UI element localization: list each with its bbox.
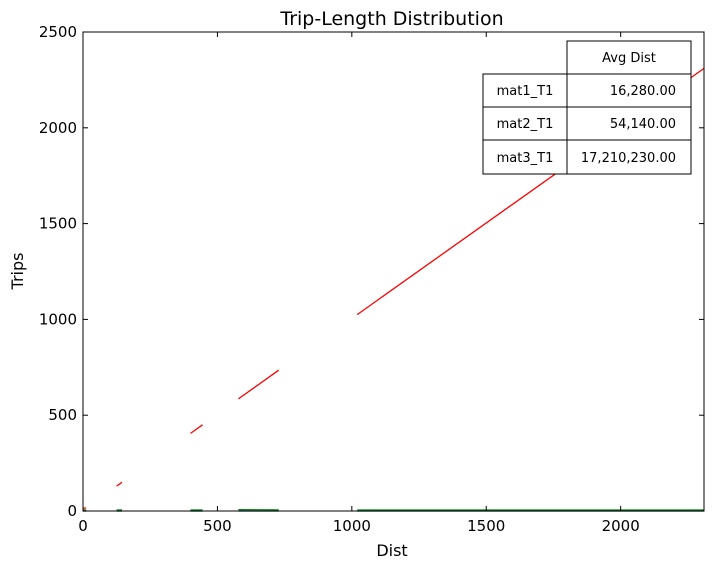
y-tick-label: 500 (48, 406, 77, 424)
x-tick-label: 1000 (333, 517, 371, 535)
x-tick-label: 0 (78, 517, 88, 535)
table-row-value: 16,280.00 (610, 84, 676, 99)
y-axis-label: Trips (8, 253, 27, 291)
table-row-value-cell (566, 73, 692, 108)
table-row-label: mat3_T1 (497, 151, 554, 166)
series-line-segment (116, 481, 123, 487)
table-row-label-cell (482, 73, 568, 108)
table-row-label: mat1_T1 (497, 84, 554, 99)
table-column-header: Avg Dist (602, 51, 656, 66)
y-tick-label: 2500 (39, 23, 77, 41)
x-axis-label: Dist (376, 541, 407, 560)
y-tick-label: 1000 (39, 310, 77, 328)
table-row-label-cell (482, 139, 568, 175)
table-header-cell (566, 40, 692, 75)
series-line-segment (238, 369, 280, 400)
table-row-value-cell (566, 106, 692, 141)
table-row-label-cell (482, 106, 568, 141)
y-tick-label: 0 (67, 502, 77, 520)
series-line-segment (190, 424, 203, 434)
table-row-value: 54,140.00 (610, 117, 676, 132)
table-row-value-cell (566, 139, 692, 175)
y-tick-label: 2000 (39, 119, 77, 137)
ticks-layer: 0 500 1000 1500 2000 0 500 1000 1500 2000 2500 (39, 23, 704, 535)
y-tick-label: 1500 (39, 215, 77, 233)
x-tick-label: 2000 (602, 517, 640, 535)
x-tick-label: 1500 (467, 517, 505, 535)
table-row-label: mat2_T1 (497, 117, 554, 132)
table-row-value: 17,210,230.00 (581, 151, 676, 166)
plot-area-frame (82, 31, 705, 512)
avg-dist-table: Avg Dist mat1_T1 16,280.00 mat2_T1 54,14… (482, 40, 692, 175)
chart-title: Trip-Length Distribution (279, 8, 503, 30)
x-tick-label: 500 (203, 517, 232, 535)
